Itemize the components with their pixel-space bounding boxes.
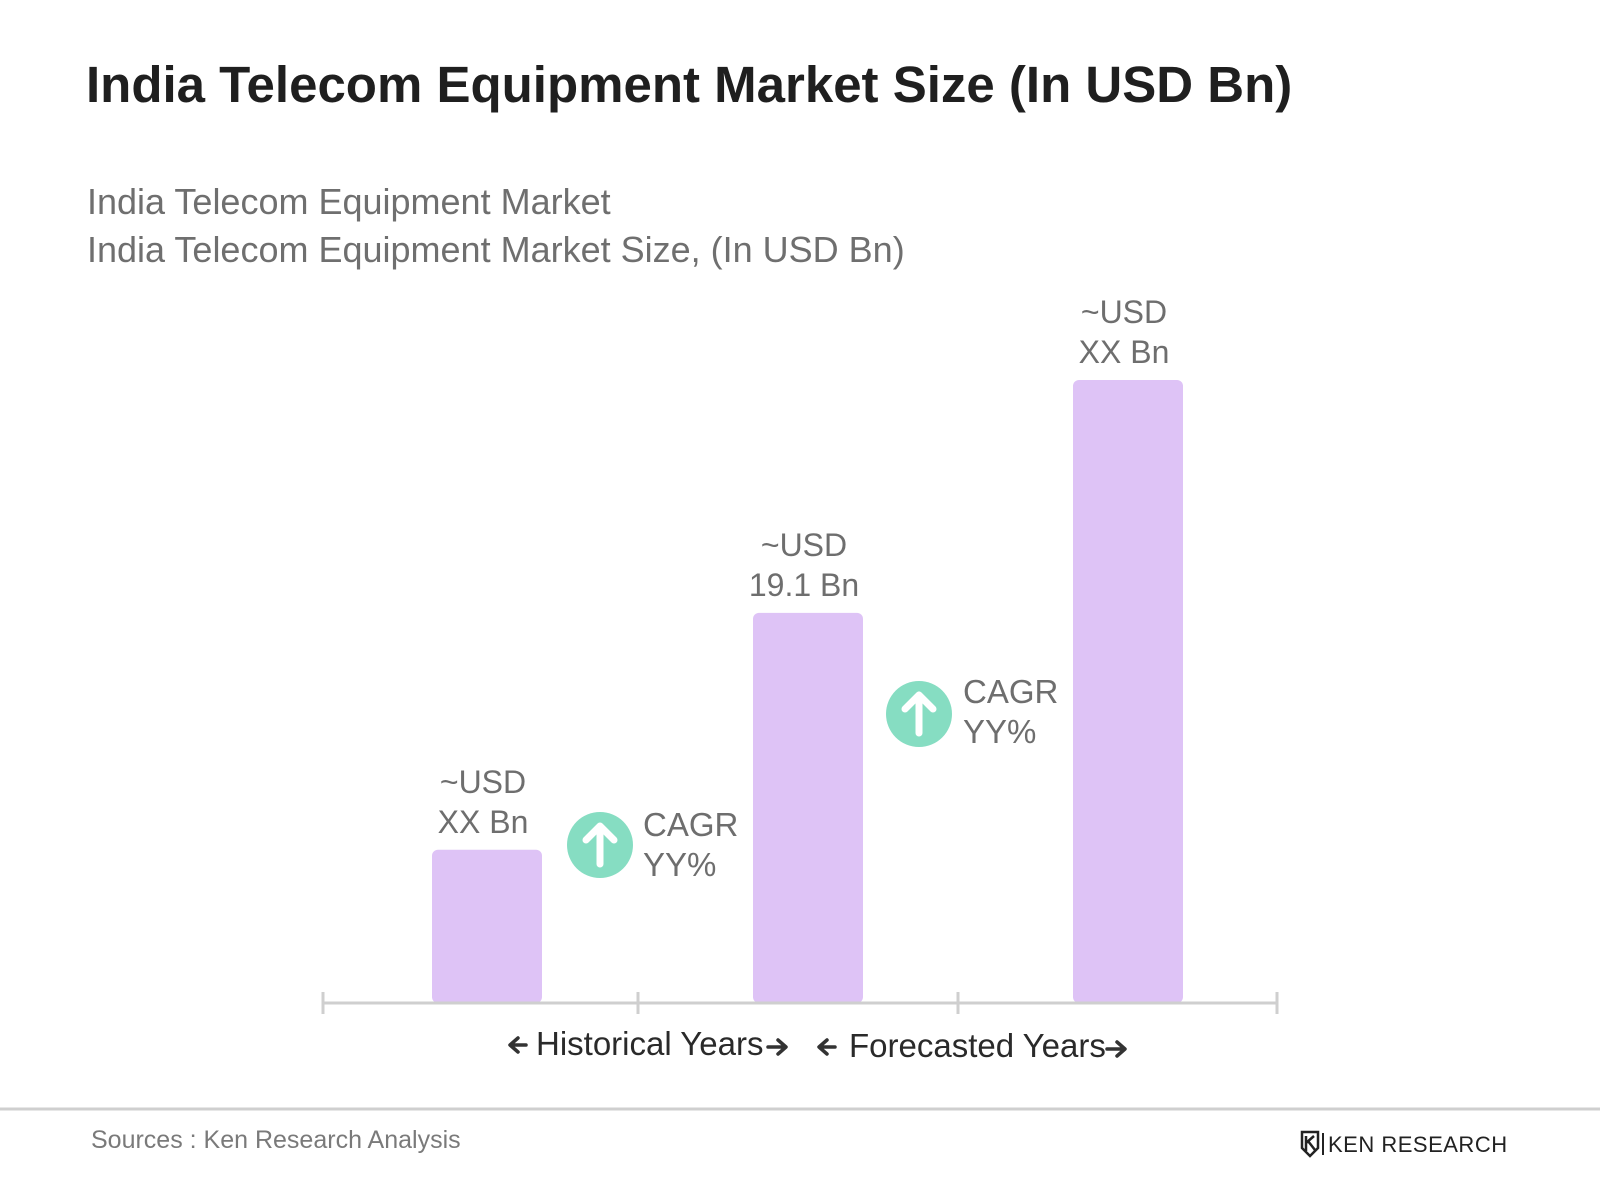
value-label-3-line-1: ~USD <box>1081 294 1167 330</box>
arrow-left-icon <box>817 1038 837 1056</box>
ken-research-logo-icon <box>1300 1130 1324 1158</box>
ken-research-logo: KEN RESEARCH <box>1300 1130 1508 1158</box>
bar-2 <box>753 612 863 1003</box>
bar-1 <box>432 849 542 1003</box>
arrow-up-circle-icon <box>886 681 952 747</box>
period-historical: Historical Years <box>508 1025 788 1062</box>
cagr-label-2-line-2: YY% <box>963 713 1036 750</box>
value-label-3-line-2: XX Bn <box>1079 334 1170 370</box>
cagr-label-1-line-1: CAGR <box>643 806 738 843</box>
period-forecasted: Forecasted Years <box>817 1027 1127 1064</box>
value-labels-group: ~USD XX Bn ~USD 19.1 Bn ~USD XX Bn <box>438 294 1170 840</box>
chart-subtitle-line-2: India Telecom Equipment Market Size, (In… <box>87 229 905 270</box>
arrow-right-icon <box>1105 1040 1127 1058</box>
chart-subtitle-line-1: India Telecom Equipment Market <box>87 181 611 222</box>
chart-title: India Telecom Equipment Market Size (In … <box>86 56 1292 113</box>
period-label-historical: Historical Years <box>536 1025 763 1062</box>
bars-group <box>432 380 1183 1003</box>
cagr-label-2-line-1: CAGR <box>963 673 1058 710</box>
arrow-up-circle-icon <box>567 812 633 878</box>
arrow-right-icon <box>766 1038 788 1056</box>
source-note: Sources : Ken Research Analysis <box>91 1126 461 1154</box>
value-label-2-line-2: 19.1 Bn <box>749 567 859 603</box>
value-label-1-line-1: ~USD <box>440 764 526 800</box>
brand-name: KEN RESEARCH <box>1328 1132 1508 1157</box>
x-axis <box>321 992 1279 1014</box>
value-label-1-line-2: XX Bn <box>438 804 529 840</box>
period-label-forecasted: Forecasted Years <box>849 1027 1106 1064</box>
bar-3 <box>1073 380 1183 1003</box>
cagr-label-1-line-2: YY% <box>643 846 716 883</box>
arrow-left-icon <box>508 1036 528 1054</box>
cagr-marker-1: CAGR YY% <box>567 806 738 883</box>
value-label-2-line-1: ~USD <box>761 527 847 563</box>
cagr-marker-2: CAGR YY% <box>886 673 1058 750</box>
